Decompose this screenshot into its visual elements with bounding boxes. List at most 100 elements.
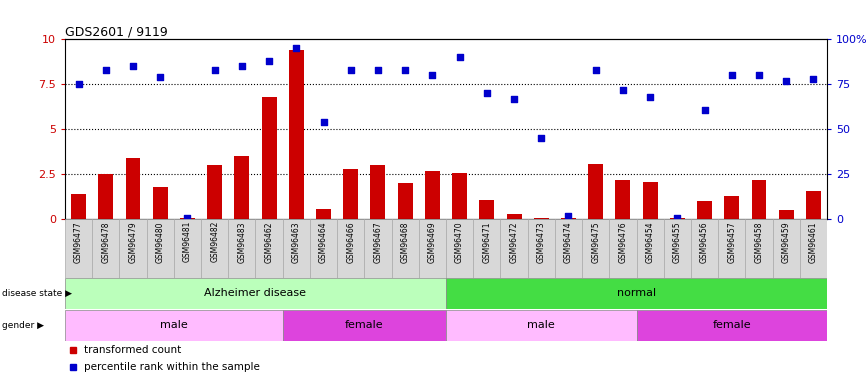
Bar (637, 219, 663, 278)
Text: GSM96469: GSM96469 (428, 221, 436, 263)
Text: GSM96478: GSM96478 (101, 221, 110, 262)
Bar (582, 219, 610, 278)
Text: female: female (345, 320, 384, 330)
Bar (282, 310, 446, 340)
Point (589, 67, 603, 73)
Bar (779, 210, 793, 219)
Bar (126, 158, 140, 219)
Point (670, 214, 684, 220)
Point (180, 216, 194, 222)
Bar (452, 172, 467, 219)
Bar (527, 219, 555, 278)
Text: GSM96482: GSM96482 (210, 221, 219, 262)
Point (643, 94, 657, 100)
Text: male: male (160, 320, 188, 330)
Bar (610, 219, 637, 278)
Text: female: female (713, 320, 751, 330)
Bar (262, 97, 276, 219)
Bar (697, 201, 712, 219)
Bar (419, 219, 446, 278)
Bar (691, 219, 718, 278)
Point (752, 72, 766, 78)
Bar (92, 219, 120, 278)
Bar (337, 219, 365, 278)
Text: GSM96457: GSM96457 (727, 221, 736, 263)
Bar (310, 219, 337, 278)
Bar (371, 165, 385, 219)
Point (262, 58, 276, 64)
Text: GSM96471: GSM96471 (482, 221, 491, 262)
Bar (724, 196, 740, 219)
Bar (229, 219, 255, 278)
Point (208, 67, 222, 73)
Point (425, 72, 439, 78)
Text: GSM96472: GSM96472 (509, 221, 519, 262)
Text: GSM96474: GSM96474 (564, 221, 573, 263)
Bar (255, 219, 282, 278)
Bar (616, 180, 630, 219)
Text: GSM96477: GSM96477 (74, 221, 83, 263)
Point (534, 135, 548, 141)
Text: GSM96464: GSM96464 (319, 221, 328, 263)
Bar (446, 310, 637, 340)
Bar (663, 219, 691, 278)
Bar (397, 183, 412, 219)
Point (616, 87, 630, 93)
Bar (752, 180, 766, 219)
Point (698, 106, 712, 112)
Bar (718, 219, 746, 278)
Point (344, 67, 358, 73)
Text: gender ▶: gender ▶ (2, 321, 43, 330)
Bar (446, 219, 473, 278)
Point (289, 45, 303, 51)
Bar (637, 310, 827, 340)
Point (126, 63, 140, 69)
Text: GSM96470: GSM96470 (456, 221, 464, 263)
Bar (174, 219, 201, 278)
Bar (65, 310, 282, 340)
Bar (98, 174, 113, 219)
Bar (391, 219, 419, 278)
Text: GSM96462: GSM96462 (265, 221, 274, 262)
Bar (425, 171, 440, 219)
Bar (343, 169, 359, 219)
Bar (201, 219, 229, 278)
Point (99, 67, 113, 73)
Text: normal: normal (617, 288, 656, 298)
Point (72, 81, 86, 87)
Point (507, 96, 521, 102)
Text: male: male (527, 320, 555, 330)
Bar (146, 219, 174, 278)
Bar (316, 209, 331, 219)
Text: GSM96479: GSM96479 (128, 221, 138, 263)
Bar (282, 219, 310, 278)
Text: GSM96476: GSM96476 (618, 221, 627, 263)
Bar (235, 156, 249, 219)
Bar (806, 190, 821, 219)
Bar (120, 219, 146, 278)
Point (779, 78, 793, 84)
Bar (772, 219, 800, 278)
Bar (71, 194, 86, 219)
Text: disease state ▶: disease state ▶ (2, 289, 72, 298)
Bar (446, 278, 827, 309)
Bar (507, 214, 521, 219)
Text: GSM96461: GSM96461 (809, 221, 818, 262)
Text: transformed count: transformed count (84, 345, 181, 355)
Point (398, 67, 412, 73)
Bar (501, 219, 527, 278)
Bar (207, 165, 222, 219)
Bar (65, 278, 446, 309)
Point (235, 63, 249, 69)
Point (453, 54, 467, 60)
Text: GSM96459: GSM96459 (782, 221, 791, 263)
Point (561, 213, 575, 219)
Text: GDS2601 / 9119: GDS2601 / 9119 (65, 25, 168, 38)
Text: GSM96467: GSM96467 (373, 221, 383, 263)
Bar (152, 187, 168, 219)
Bar (479, 200, 494, 219)
Text: GSM96455: GSM96455 (673, 221, 682, 263)
Text: GSM96480: GSM96480 (156, 221, 165, 262)
Point (480, 90, 494, 96)
Point (317, 119, 331, 125)
